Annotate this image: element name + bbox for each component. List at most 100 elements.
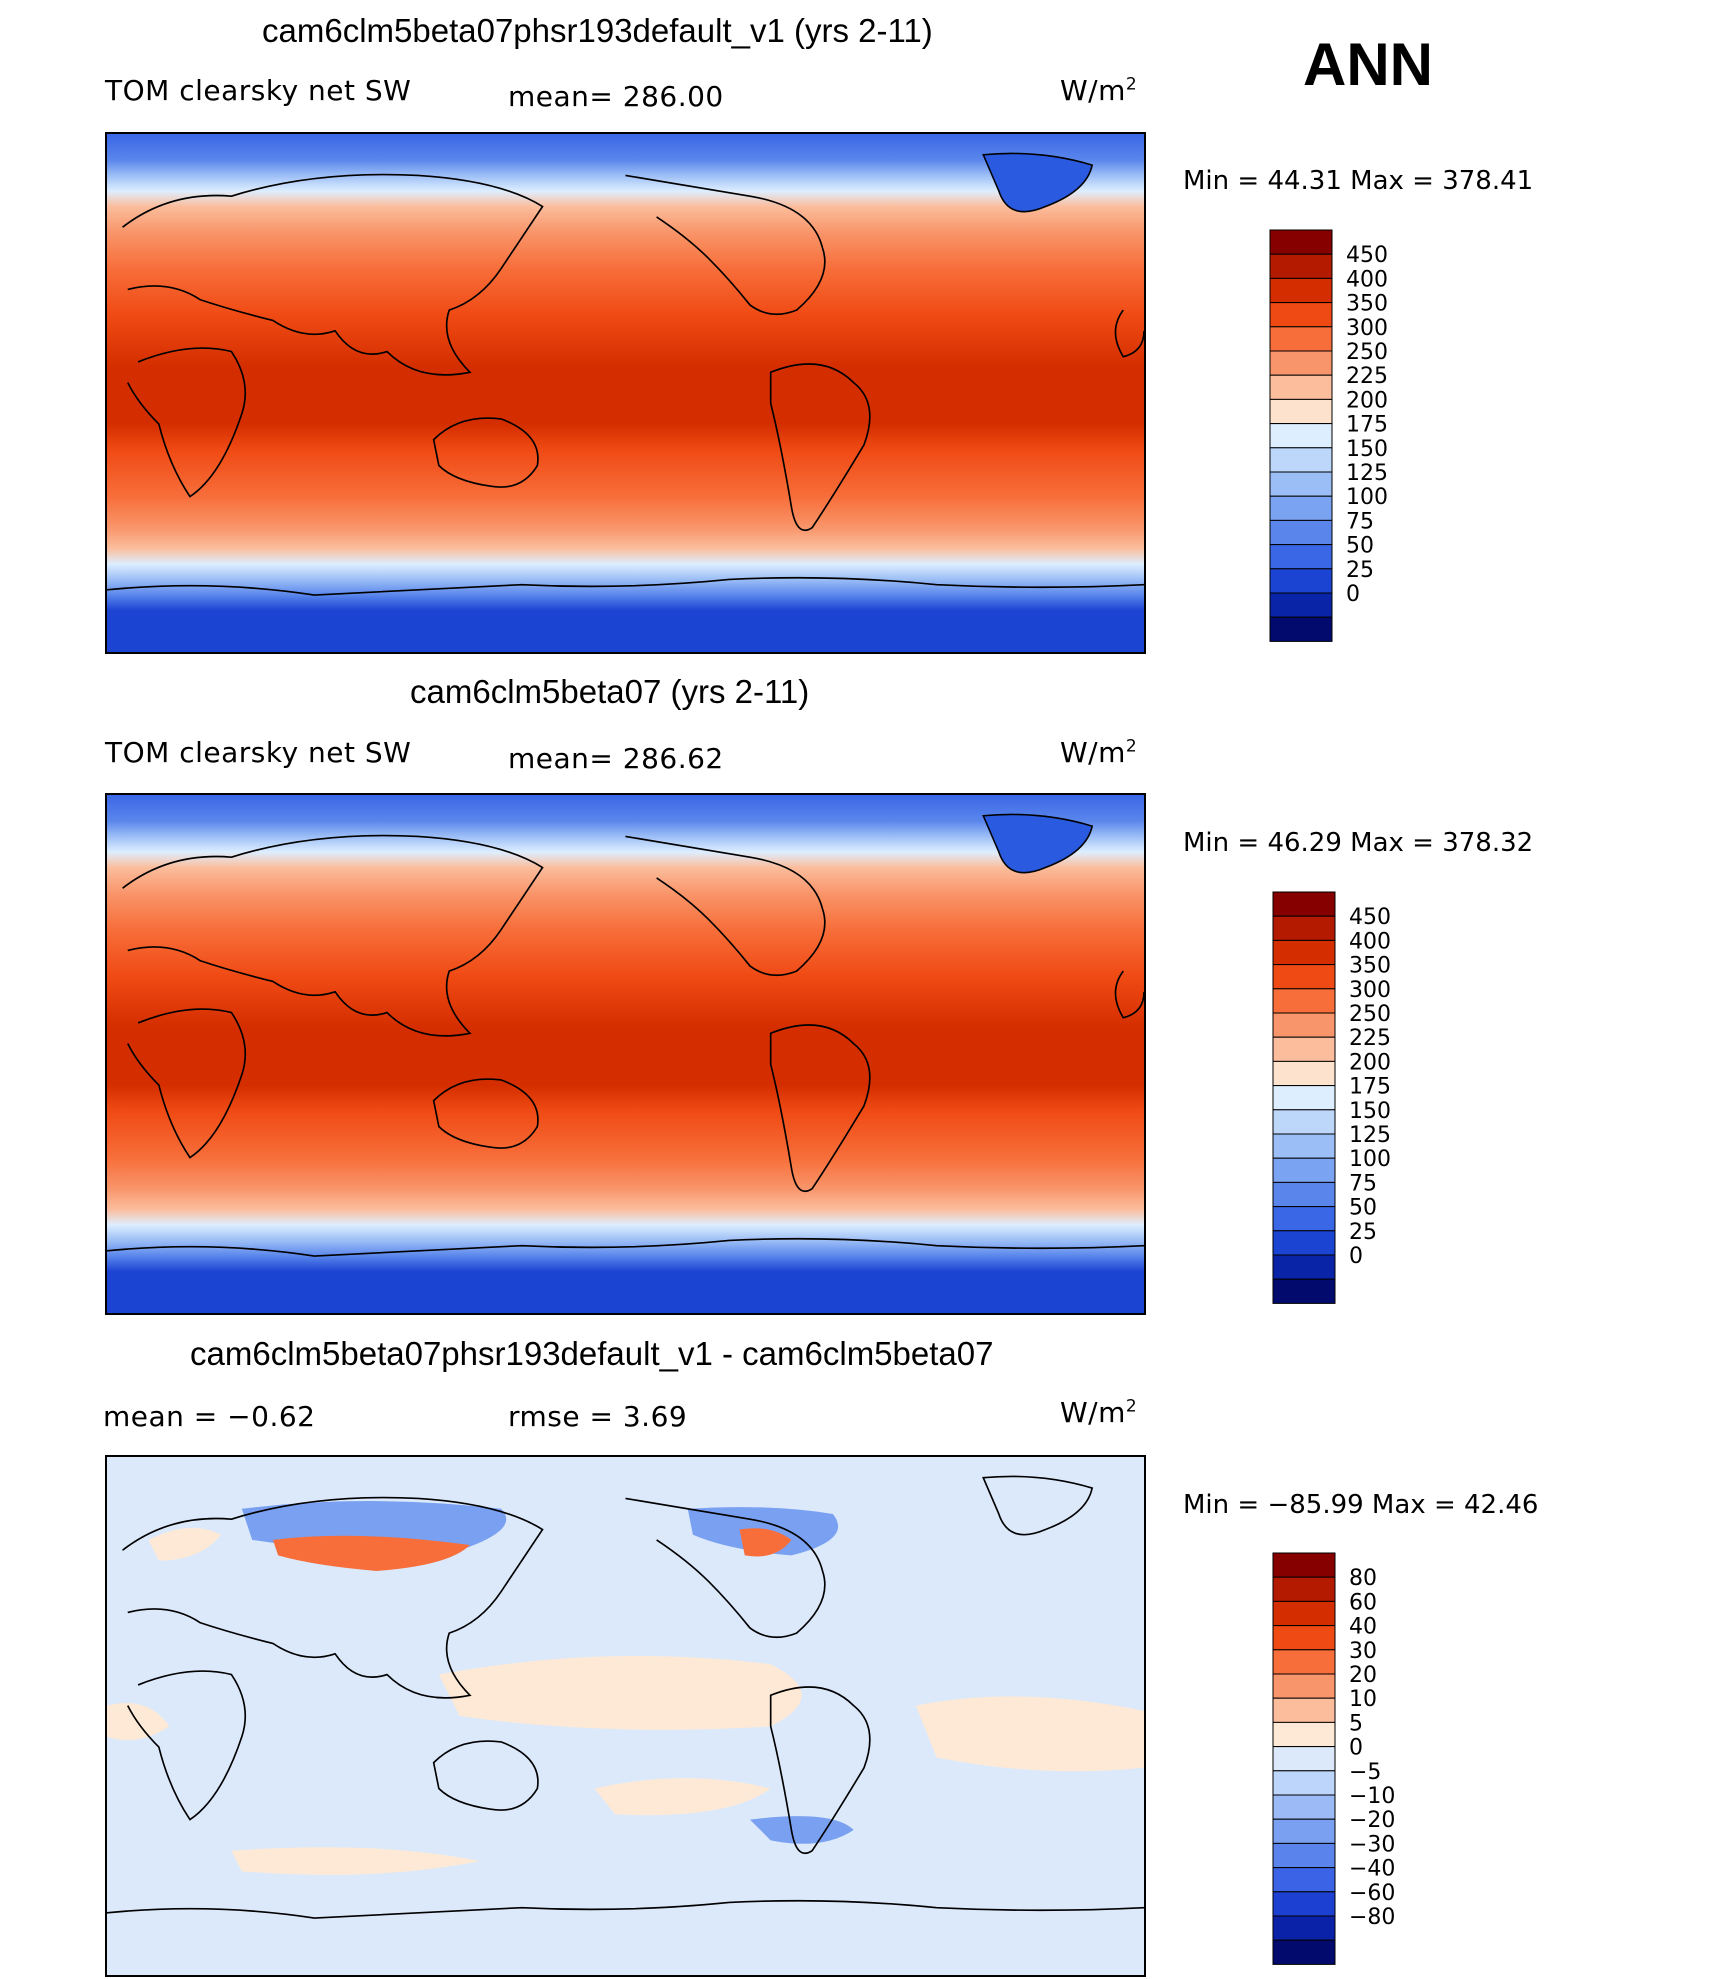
panel3-colorbar-box [1272, 1818, 1336, 1844]
panel1-colorbar: 450 400 350 300 250 225 200 175 150 125 100 75 50 25 0 [1269, 229, 1430, 650]
panel3-colorbar-box [1272, 1915, 1336, 1941]
panel1-colorbar-box [1269, 447, 1333, 473]
panel1-colorbar-label: 250 [1346, 340, 1388, 365]
panel3-colorbar-box [1272, 1697, 1336, 1723]
panel1-colorbar-box [1269, 398, 1333, 425]
panel3-colorbar-label: 5 [1349, 1711, 1363, 1736]
panel3-colorbar-box [1272, 1794, 1336, 1820]
panel1-colorbar-box [1269, 302, 1333, 328]
panel1-colorbar-box [1269, 592, 1333, 618]
panel1-colorbar-box [1269, 616, 1333, 642]
panel3-colorbar-label: 0 [1349, 1736, 1363, 1761]
panel3-colorbar-label: −40 [1349, 1857, 1395, 1882]
panel3-colorbar-box [1272, 1867, 1336, 1893]
season-label: ANN [1303, 31, 1433, 98]
panel2-colorbar-label: 300 [1349, 978, 1391, 1003]
panel3-map [105, 1455, 1146, 1977]
panel1-colorbar-label: 350 [1346, 292, 1388, 317]
panel1-colorbar-label: 125 [1346, 461, 1388, 486]
panel2-colorbar-label: 175 [1349, 1075, 1391, 1100]
panel3-colorbar-label: −60 [1349, 1881, 1395, 1906]
panel1-colorbar-box [1269, 350, 1333, 376]
panel2-colorbar-box [1272, 1206, 1336, 1232]
panel3-colorbar-label: 40 [1349, 1615, 1377, 1640]
panel1-colorbar-label: 0 [1346, 582, 1360, 607]
panel1-colorbar-label: 225 [1346, 364, 1388, 389]
panel1-colorbar-box [1269, 277, 1333, 304]
panel2-coastlines [107, 834, 1144, 1257]
panel3-colorbar-box [1272, 1891, 1336, 1917]
panel2-unit-label: W/m2 [1060, 736, 1138, 769]
panel2-variable-label: TOM clearsky net SW [105, 736, 412, 769]
panel1-colorbar-box [1269, 374, 1333, 400]
panel2-colorbar-label: 50 [1349, 1196, 1377, 1221]
panel3-colorbar-label: 30 [1349, 1639, 1377, 1664]
panel2-colorbar: 450 400 350 300 250 225 200 175 150 125 100 75 50 25 0 [1272, 891, 1433, 1312]
panel3-colorbar-box [1272, 1673, 1336, 1699]
panel1-colorbar-box [1269, 519, 1333, 546]
panel3-colorbar-box [1272, 1770, 1336, 1796]
panel1-variable-label: TOM clearsky net SW [105, 74, 412, 107]
panel2-colorbar-label: 75 [1349, 1171, 1377, 1196]
panel2-colorbar-label: 250 [1349, 1002, 1391, 1027]
panel2-colorbar-box [1272, 1254, 1336, 1280]
panel1-colorbar-label: 75 [1346, 509, 1374, 534]
panel2-colorbar-box [1272, 1157, 1336, 1183]
panel3-colorbar-label: 10 [1349, 1687, 1377, 1712]
panel1-colorbar-label: 150 [1346, 437, 1388, 462]
panel1-colorbar-box [1269, 495, 1333, 521]
panel1-map [105, 132, 1146, 654]
panel2-minmax: Min = 46.29 Max = 378.32 [1183, 828, 1534, 858]
panel1-colorbar-label: 400 [1346, 267, 1388, 292]
panel2-colorbar-label: 350 [1349, 954, 1391, 979]
panel2-colorbar-box [1272, 1012, 1336, 1038]
panel1-colorbar-box [1269, 471, 1333, 497]
panel2-title: cam6clm5beta07 (yrs 2-11) [410, 673, 810, 710]
panel3-colorbar: 80 60 40 30 20 10 5 0 −5 −10 −20 −30 −40 −60 −80 [1272, 1552, 1433, 1973]
panel1-colorbar-label: 175 [1346, 413, 1388, 438]
panel2-colorbar-box [1272, 939, 1336, 966]
panel3-colorbar-label: 80 [1349, 1566, 1377, 1591]
panel1-title: cam6clm5beta07phsr193default_v1 (yrs 2-1… [262, 12, 933, 49]
panel3-colorbar-label: −5 [1349, 1760, 1381, 1785]
panel2-colorbar-box [1272, 1109, 1336, 1135]
panel1-colorbar-box [1269, 568, 1333, 594]
panel3-colorbar-box [1272, 1939, 1336, 1965]
panel1-colorbar-box [1269, 544, 1333, 570]
panel3-colorbar-label: −30 [1349, 1832, 1395, 1857]
panel1-colorbar-label: 25 [1346, 558, 1374, 583]
panel2-colorbar-box [1272, 1133, 1336, 1159]
panel1-colorbar-box [1269, 253, 1333, 279]
panel3-colorbar-label: −20 [1349, 1808, 1395, 1833]
panel2-colorbar-box [1272, 964, 1336, 990]
panel1-colorbar-label: 100 [1346, 485, 1388, 510]
panel3-colorbar-label: 60 [1349, 1590, 1377, 1615]
panel2-colorbar-box [1272, 1278, 1336, 1304]
panel1-coastlines [107, 173, 1144, 596]
panel3-colorbar-box [1272, 1625, 1336, 1651]
panel2-colorbar-box [1272, 915, 1336, 941]
panel3-colorbar-box [1272, 1721, 1336, 1748]
panel3-colorbar-box [1272, 1600, 1336, 1627]
panel1-unit-label: W/m2 [1060, 74, 1138, 107]
panel3-colorbar-label: −80 [1349, 1905, 1395, 1930]
panel3-colorbar-box [1272, 1576, 1336, 1602]
panel2-colorbar-box [1272, 891, 1336, 917]
panel2-colorbar-box [1272, 1230, 1336, 1256]
panel2-colorbar-box [1272, 1060, 1336, 1087]
panel1-minmax: Min = 44.31 Max = 378.41 [1183, 166, 1534, 196]
panel2-map [105, 793, 1146, 1315]
panel2-colorbar-box [1272, 1085, 1336, 1111]
panel3-colorbar-box [1272, 1552, 1336, 1578]
panel3-colorbar-label: 20 [1349, 1663, 1377, 1688]
panel3-colorbar-box [1272, 1649, 1336, 1675]
panel3-unit-label: W/m2 [1060, 1396, 1138, 1429]
panel3-mean-label: mean = −0.62 [103, 1400, 316, 1433]
panel1-colorbar-label: 450 [1346, 243, 1388, 268]
panel1-colorbar-label: 50 [1346, 534, 1374, 559]
panel2-colorbar-label: 150 [1349, 1099, 1391, 1124]
panel1-colorbar-label: 200 [1346, 388, 1388, 413]
panel2-colorbar-box [1272, 1036, 1336, 1062]
panel3-rmse-label: rmse = 3.69 [508, 1400, 688, 1433]
panel2-colorbar-label: 0 [1349, 1244, 1363, 1269]
